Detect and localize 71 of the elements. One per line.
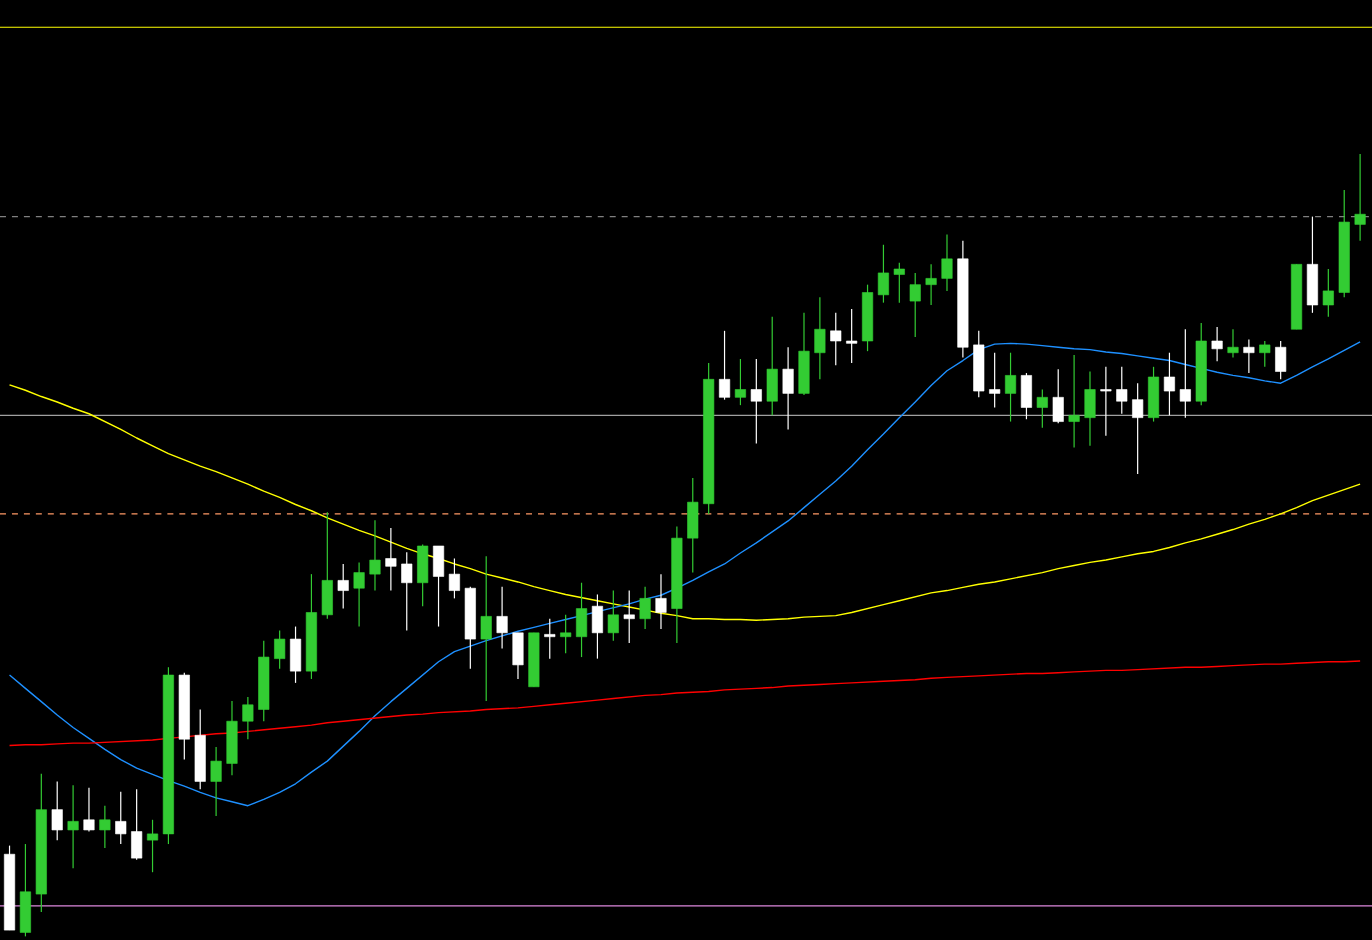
candlestick	[1084, 370, 1096, 447]
candlestick	[1275, 340, 1287, 380]
candlestick	[814, 296, 826, 380]
candlestick	[480, 555, 492, 702]
candlestick	[131, 788, 143, 861]
candlestick	[1354, 153, 1366, 242]
candlestick	[1163, 352, 1175, 416]
candlestick	[385, 527, 397, 592]
candlestick	[1227, 328, 1239, 359]
candlestick	[1068, 354, 1080, 448]
candlestick	[67, 784, 79, 869]
candlestick	[846, 308, 858, 364]
candlestick	[353, 561, 365, 628]
candlestick	[830, 312, 842, 366]
candlestick	[1132, 382, 1144, 475]
candlestick	[194, 708, 206, 790]
candlestick	[1005, 352, 1017, 423]
candlestick	[766, 316, 778, 416]
candlestick	[290, 625, 302, 684]
candlestick	[369, 519, 381, 592]
candlestick	[1052, 368, 1064, 424]
candlestick	[623, 589, 635, 644]
candlestick	[1243, 338, 1255, 374]
candlestick	[1036, 388, 1048, 429]
candlestick	[337, 563, 349, 610]
candlestick	[210, 746, 222, 817]
candlestick	[19, 843, 31, 937]
candlestick	[83, 787, 95, 833]
candlestick	[274, 629, 286, 670]
candlestick	[607, 589, 619, 642]
candlestick	[512, 632, 524, 680]
candlestick	[687, 477, 699, 574]
candlestick	[242, 696, 254, 740]
candlestick	[909, 272, 921, 338]
candlestick	[639, 586, 651, 630]
candlestick	[782, 346, 794, 430]
candlestick	[798, 312, 810, 396]
candlestick	[1211, 326, 1223, 362]
candlestick	[941, 233, 953, 292]
candlestick	[544, 618, 556, 660]
candlestick	[560, 614, 572, 654]
candlestick	[146, 819, 159, 873]
candlestick	[115, 791, 127, 845]
candlestick	[1100, 366, 1112, 437]
candlestick	[1148, 366, 1160, 423]
candlestick	[576, 582, 588, 658]
candlestick	[1116, 366, 1128, 415]
candlestick	[417, 543, 429, 607]
candlestick	[401, 551, 413, 632]
candlestick	[496, 586, 508, 650]
candlestick	[1179, 328, 1191, 419]
candlestick	[99, 805, 111, 849]
candlestick	[321, 511, 333, 620]
candlestick	[877, 244, 889, 304]
candlestick	[1259, 340, 1271, 368]
candlestick	[1020, 372, 1032, 420]
candlestick	[448, 557, 460, 599]
candlestick	[973, 330, 985, 398]
candlestick	[719, 330, 731, 401]
candlestick	[51, 780, 63, 841]
candlestick	[925, 263, 937, 306]
candlestick	[433, 545, 445, 628]
candlestick	[1306, 215, 1318, 314]
candlestick	[1322, 268, 1334, 318]
candlestick	[989, 352, 1001, 409]
candlestick	[734, 358, 746, 406]
candlestick	[893, 262, 905, 304]
candlestick	[591, 593, 603, 660]
candlestick	[655, 573, 667, 630]
candlestick	[750, 358, 762, 445]
candlestick	[226, 700, 238, 776]
